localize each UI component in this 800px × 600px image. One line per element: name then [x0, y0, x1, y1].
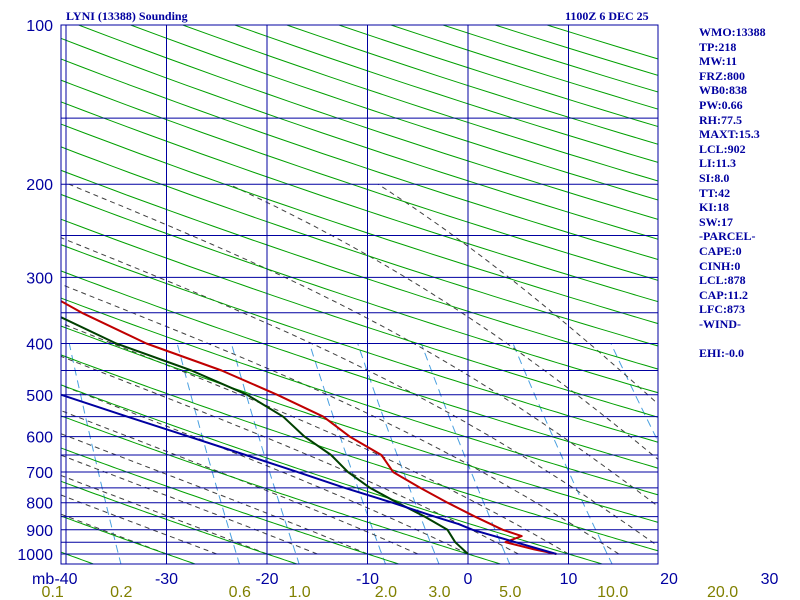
pressure-unit-label: mb [32, 571, 54, 588]
temperature-tick-label: 10 [560, 571, 578, 588]
pressure-tick-label: 700 [26, 465, 53, 482]
index-line: FRZ:800 [699, 68, 745, 83]
sounding-indices-panel: WMO:13388 TP:218 MW:11 FRZ:800 WB0:838 PW:0.6… [699, 25, 799, 361]
index-line: CINH:0 [699, 258, 741, 273]
index-line: WMO:13388 [699, 25, 766, 39]
dry-adiabat [61, 101, 658, 303]
dry-adiabat [61, 325, 658, 523]
mixing-ratio-lines [68, 343, 658, 564]
temperature-profile-line [61, 300, 557, 555]
index-line: TP:218 [699, 39, 737, 54]
temperature-tick-labels: -80-70-60-50-40-30-20-10010203040 [54, 571, 779, 588]
temperature-tick-label: -20 [255, 571, 278, 588]
moist-adiabat [61, 494, 217, 555]
moist-adiabat [61, 410, 419, 555]
dry-adiabat [61, 193, 658, 394]
dry-adiabat [61, 79, 658, 281]
pressure-tick-label: 400 [26, 336, 53, 353]
dry-adiabat [61, 169, 658, 370]
dry-adiabat [61, 270, 658, 469]
index-line: CAP:11.2 [699, 287, 748, 302]
mixing-ratio-tick-label: 20.0 [707, 584, 738, 600]
mixing-ratio-line [610, 343, 658, 443]
mixing-ratio-line [230, 343, 300, 564]
parcel-profile-line [61, 393, 557, 555]
mixing-ratio-line [309, 343, 386, 564]
index-line: EHI:-0.0 [699, 346, 744, 361]
temperature-tick-label: 30 [761, 571, 779, 588]
pressure-tick-label: 100 [26, 18, 53, 35]
index-line: WB0:838 [699, 83, 747, 98]
moist-adiabat [61, 237, 658, 547]
mixing-ratio-tick-label: 2.0 [375, 584, 397, 600]
dry-adiabat [61, 218, 658, 418]
mixing-ratio-tick-label: 5.0 [499, 584, 521, 600]
index-line: MAXT:15.3 [699, 127, 760, 142]
timestamp: 1100Z 6 DEC 25 [565, 9, 649, 23]
index-line: SW:17 [699, 214, 734, 229]
index-line: KI:18 [699, 200, 729, 215]
mixing-ratio-tick-label: 0.1 [42, 584, 64, 600]
pressure-tick-label: 600 [26, 430, 53, 447]
temperature-tick-label: -40 [54, 571, 77, 588]
mixing-ratio-tick-label: 10.0 [597, 584, 628, 600]
index-line: MW:11 [699, 54, 737, 69]
mixing-ratio-tick-label: 0.6 [229, 584, 251, 600]
mixing-ratio-tick-label: 1.0 [288, 584, 310, 600]
temperature-tick-label: -30 [155, 571, 178, 588]
index-line: LCL:878 [699, 273, 746, 288]
index-line [699, 331, 799, 346]
index-line: LFC:873 [699, 302, 745, 317]
temperature-tick-label: 0 [464, 571, 473, 588]
isotherm-grid [65, 25, 569, 564]
index-line: LCL:902 [699, 141, 746, 156]
pressure-tick-label: 800 [26, 496, 53, 513]
dry-adiabat [61, 244, 658, 443]
moist-adiabat [61, 513, 167, 555]
pressure-tick-labels: 100 200 300 400 500 600 700 800 900 1000 [17, 18, 53, 564]
moist-adiabat [61, 454, 318, 555]
station-title: LYNI (13388) Sounding [66, 9, 188, 23]
index-line: -PARCEL- [699, 229, 756, 244]
index-line: TT:42 [699, 185, 731, 200]
index-line: PW:0.66 [699, 97, 743, 112]
moist-adiabat [61, 474, 268, 555]
pressure-tick-label: 300 [26, 270, 53, 287]
moist-adiabat [61, 322, 569, 555]
pressure-tick-label: 900 [26, 523, 53, 540]
index-line: -WIND- [699, 316, 741, 331]
mixing-ratio-tick-label: 0.2 [110, 584, 132, 600]
mixing-ratio-line [512, 343, 613, 564]
dewpoint-profile-line [61, 316, 469, 555]
moist-adiabat [68, 183, 658, 507]
mixing-ratio-line [68, 343, 122, 564]
dry-adiabat [61, 123, 658, 325]
dry-adiabat [61, 58, 658, 261]
temperature-tick-label: 20 [660, 571, 678, 588]
pressure-tick-label: 1000 [17, 547, 53, 564]
mixing-ratio-tick-label: 3.0 [428, 584, 450, 600]
mixing-ratio-line [420, 343, 511, 564]
dry-adiabat [61, 146, 658, 347]
mixing-ratio-tick-labels: 0.10.20.61.02.03.05.010.020.040g/kg [42, 584, 739, 600]
plot-frame [60, 24, 659, 565]
index-line: CAPE:0 [699, 243, 742, 258]
temperature-tick-label: -10 [356, 571, 379, 588]
sounding-profiles [61, 300, 557, 555]
index-line: LI:11.3 [699, 156, 737, 171]
index-line: RH:77.5 [699, 112, 742, 127]
pressure-tick-label: 200 [26, 177, 53, 194]
index-line: SI:8.0 [699, 170, 730, 185]
pressure-tick-label: 500 [26, 388, 53, 405]
dry-adiabat [61, 297, 658, 496]
